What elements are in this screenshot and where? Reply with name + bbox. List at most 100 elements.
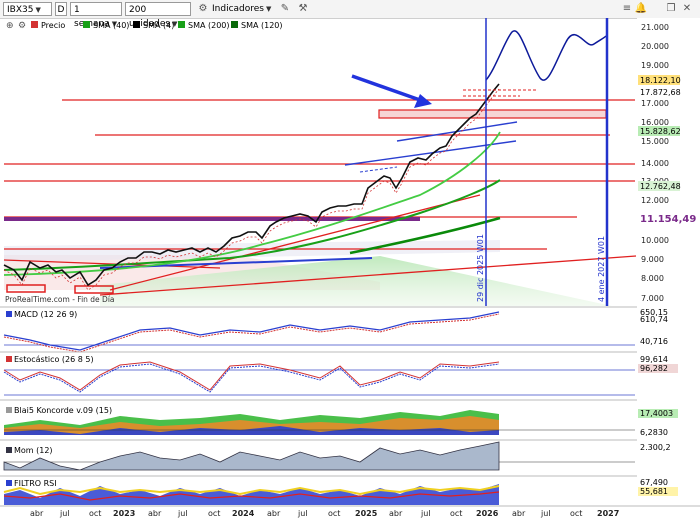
settings-icon[interactable]: ⚙ [18,21,26,31]
dashed-channel [359,166,398,173]
trendline [3,259,221,269]
timeframe-selector[interactable]: 1 semana ▼ [70,2,122,29]
price-badges: 18.122,10 17.872,68 15.828,62 12.762,48 … [638,75,696,225]
momentum-label: Mom (12) [14,446,53,455]
macd-value-1: 650,15 [640,308,668,317]
legend-label: Precio [41,21,65,30]
price-dots [3,88,500,291]
chevron-down-icon: ▼ [111,20,118,28]
price-series [3,83,500,287]
units-label: 200 unidades [129,5,171,29]
tick-label: 19.000 [641,61,669,70]
channel-line [344,140,517,166]
blai5-swatch [6,407,12,413]
x-tick: jul [420,509,431,518]
sma-badge-2 [638,181,680,191]
window-icon[interactable]: ❐ [666,3,676,14]
x-tick: oct [208,509,220,518]
macd-swatch [6,311,12,317]
x-axis[interactable]: abr jul oct 2023 abr jul oct 2024 abr ju… [30,509,619,518]
x-tick: jul [297,509,308,518]
x-tick: 2027 [597,509,619,518]
momentum-panel[interactable]: Mom (12) 2.300,2 [3,441,671,471]
trendline [99,255,637,296]
chevron-down-icon: ▼ [265,5,272,13]
sma-40-line [3,131,501,276]
legend-swatch [31,21,38,28]
units-selector[interactable]: 200 unidades ▼ [125,2,191,29]
price-axis[interactable] [637,18,700,506]
low-box [6,284,46,293]
sma-badge-2-text: 12.762,48 [640,182,681,191]
indicators-icon[interactable]: ⚙ [198,3,208,14]
chart-type-button[interactable]: D [55,2,67,16]
blai5-label: Blai5 Koncorde v.09 (15) [14,406,112,415]
indicators-label: Indicadores [212,4,264,14]
close-icon[interactable]: ✕ [682,3,692,14]
list-icon[interactable]: ≡ [622,3,632,14]
chevron-down-icon: ▼ [172,20,178,28]
zoom-icon[interactable]: ⊕ [6,21,14,31]
rsi-filter-label: FILTRO RSI [14,479,57,488]
blue-arrow-head [414,94,432,108]
rsi-filter-swatch [6,480,12,486]
x-tick: jul [59,509,70,518]
momentum-value-1: 2.300,2 [640,443,671,452]
legend-label: SMA (40) [93,21,129,30]
symbol-label: IBX35 [7,5,34,15]
resistance-box [378,109,607,119]
draw-tools-icon[interactable]: ✎ [280,3,290,14]
price-2-text: 17.872,68 [640,88,681,97]
x-tick: oct [570,509,582,518]
source-note: ProRealTime.com - Fin de Día [5,295,115,304]
macd-value-2: 610,74 [640,315,668,324]
rsi-filter-panel[interactable]: FILTRO RSI 67,490 55,681 [3,478,678,505]
stochastic-value-1: 99,614 [640,355,668,364]
chart-area[interactable]: 29 dic 2025 W01 4 ene 2027 W01 Precio SM… [0,18,700,519]
main-price-panel[interactable]: 29 dic 2025 W01 4 ene 2027 W01 Precio SM… [3,18,696,306]
neutral-zone [4,240,500,262]
settings-icon[interactable]: ⚒ [298,3,308,14]
purple-badge-text: 11.154,49 [640,214,696,225]
last-price-badge [638,75,680,85]
tick-label: 16.000 [641,118,669,127]
tick-label: 10.000 [641,236,669,245]
x-tick: 2025 [355,509,378,518]
x-tick: abr [512,509,526,518]
x-tick: 2026 [476,509,499,518]
chevron-down-icon: ▼ [35,6,41,14]
momentum-swatch [6,447,12,453]
x-tick: 2023 [113,509,135,518]
blai5-panel[interactable]: Blai5 Koncorde v.09 (15) 17,4003 6,2830 [4,406,678,437]
x-tick: jul [540,509,551,518]
legend-label: SMA (120) [241,21,283,30]
sma-200-line [3,179,501,271]
macd-panel[interactable]: MACD (12 26 9) 650,15 610,74 40,716 [3,308,668,353]
purple-badge [638,212,694,225]
projection-curve [485,30,607,81]
sma-badge [638,126,680,136]
indicators-menu[interactable]: Indicadores ▼ [212,2,274,16]
alert-bell-icon[interactable]: 🔔 [634,3,648,14]
symbol-selector[interactable]: IBX35 ▼ [3,2,52,16]
stochastic-swatch [6,356,12,362]
tick-label: 7.000 [641,294,664,303]
tick-label: 20.000 [641,42,669,51]
rsi-value-1: 67,490 [640,478,668,487]
tick-label: 12.000 [641,196,669,205]
x-tick: abr [30,509,44,518]
chart-type-letter: D [57,5,65,15]
stochastic-panel[interactable]: Estocástico (26 8 5) 99,614 96,282 [3,355,678,396]
cycle-label-1: 29 dic 2025 W01 [476,234,485,302]
tick-label: 21.000 [641,23,669,32]
stochastic-label: Estocástico (26 8 5) [14,355,94,364]
sma-120-line [349,216,501,255]
rsi-value-2: 55,681 [640,487,668,496]
stochastic-value-2: 96,282 [640,364,668,373]
x-tick: oct [89,509,101,518]
x-tick: jul [177,509,188,518]
legend-label: SMA (200) [188,21,230,30]
sma-badge-text: 15.828,62 [640,127,681,136]
legend-swatch [178,21,185,28]
legend-swatch [231,21,238,28]
